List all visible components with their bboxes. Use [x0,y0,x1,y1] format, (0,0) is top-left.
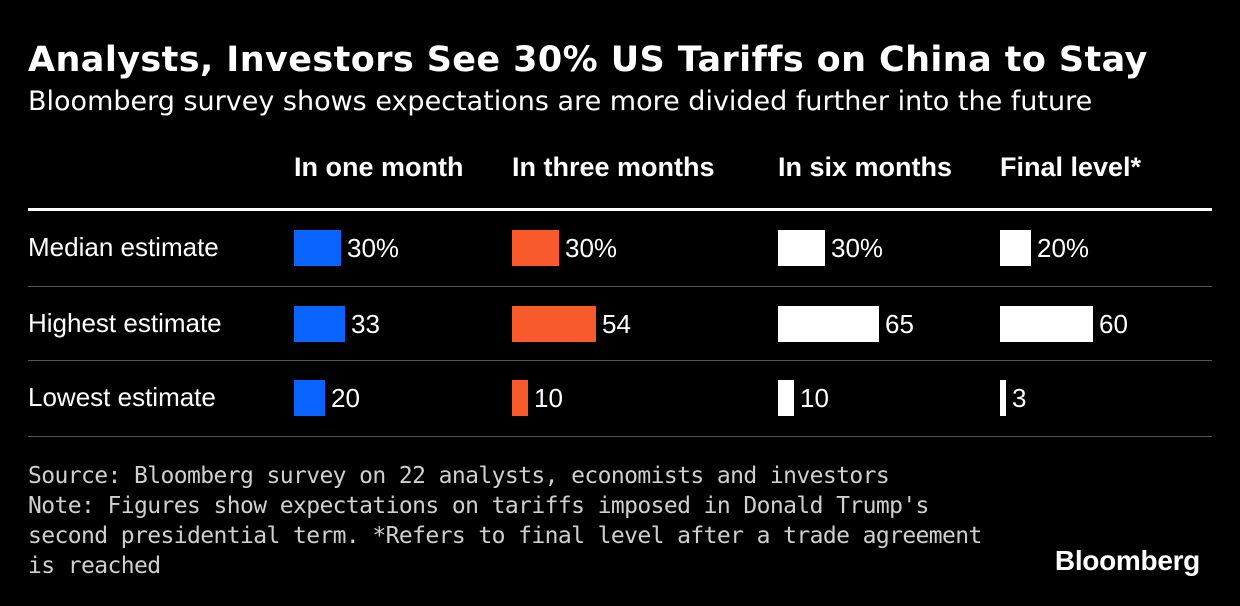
row-label: Lowest estimate [28,382,216,412]
bar-value-label: 33 [351,309,380,339]
chart-title: Analysts, Investors See 30% US Tariffs o… [28,40,1148,80]
bar-value-label: 65 [885,309,914,339]
bar-value-label: 60 [1099,309,1128,339]
bar-value-label: 10 [800,383,829,413]
column-header-4: Final level* [1000,152,1142,182]
bar [512,230,559,266]
row-label: Median estimate [28,232,219,262]
bloomberg-logo: Bloomberg [1054,545,1200,576]
source-line: Source: Bloomberg survey on 22 analysts,… [28,463,890,489]
header-rule [28,208,1212,211]
bar [778,230,825,266]
row-divider [28,286,1212,287]
row-divider [28,360,1212,361]
bar-value-label: 10 [534,383,563,413]
bar-value-label: 54 [602,309,631,339]
bar-value-label: 30% [831,233,884,263]
bar [1000,380,1006,416]
bar [512,306,596,342]
row-divider [28,436,1212,437]
column-header-1: In one month [294,152,464,182]
note-line-3: is reached [28,553,161,579]
bar-value-label: 20 [331,383,360,413]
bar-value-label: 20% [1037,233,1090,263]
footer-notes: Source: Bloomberg survey on 22 analysts,… [28,461,982,581]
chart-subtitle: Bloomberg survey shows expectations are … [28,86,1093,117]
bar [1000,306,1093,342]
bar [512,380,528,416]
row-label: Highest estimate [28,308,222,338]
bar [294,230,341,266]
bar [294,380,325,416]
note-line-1: Note: Figures show expectations on tarif… [28,493,929,519]
column-header-3: In six months [778,152,953,182]
bar-value-label: 3 [1012,383,1027,413]
bar [1000,230,1031,266]
bar-value-label: 30% [347,233,400,263]
note-line-2: second presidential term. *Refers to fin… [28,523,982,549]
bar-value-label: 30% [565,233,618,263]
bar [294,306,345,342]
column-header-2: In three months [512,152,715,182]
bar [778,306,879,342]
bar [778,380,794,416]
